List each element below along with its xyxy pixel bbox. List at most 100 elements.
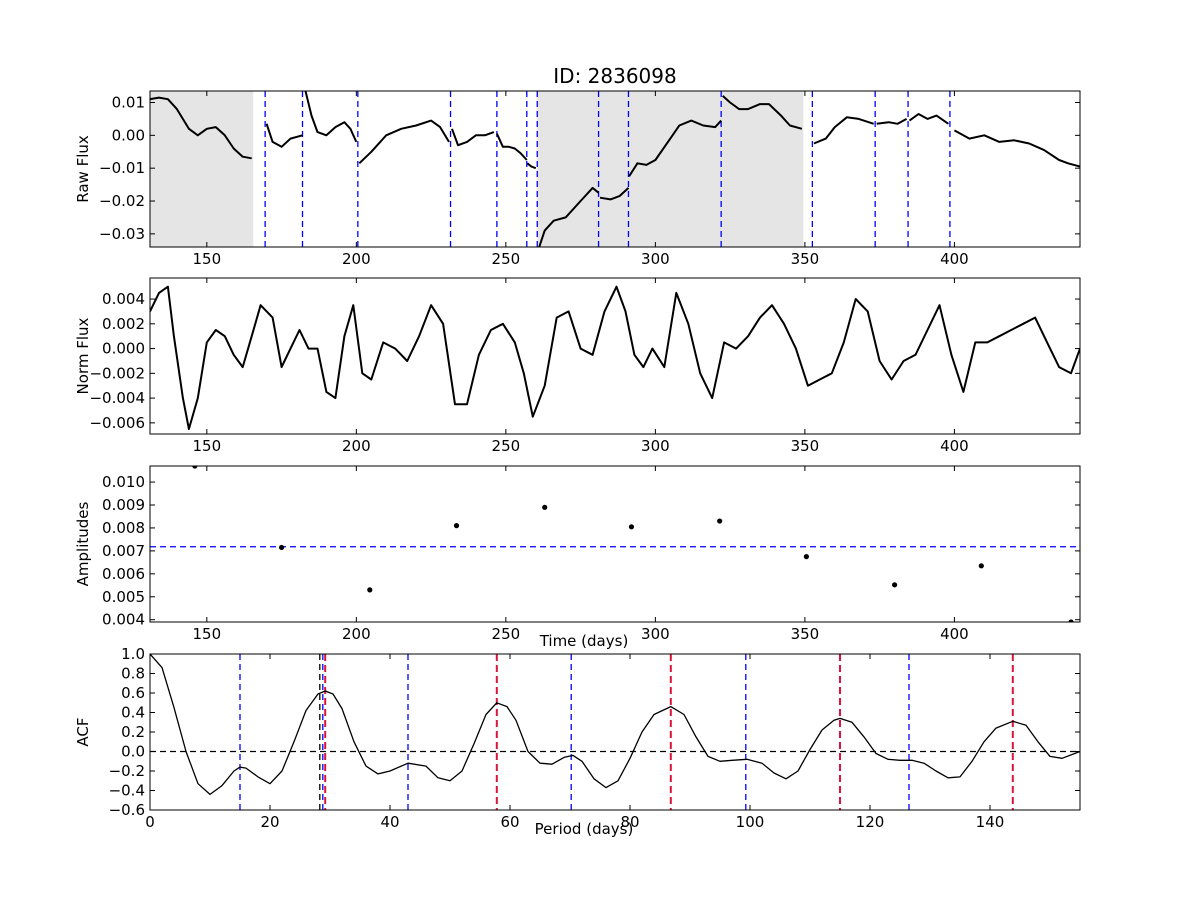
acf-x-tick-label: 120: [856, 813, 885, 831]
norm-flux-y-tick-label: −0.006: [89, 414, 145, 432]
amplitudes-data-point: [278, 544, 285, 551]
norm-flux-x-tick-label: 200: [342, 437, 371, 455]
raw-flux-series-line: [908, 113, 949, 125]
norm-flux-axes-frame: [149, 277, 1081, 435]
raw-flux-y-tick-label: −0.01: [99, 159, 145, 177]
raw-flux-axes-frame: [149, 90, 1081, 248]
amplitudes-y-axis-label: Amplitudes: [74, 501, 92, 586]
raw-flux-series-line: [451, 128, 495, 147]
acf-x-tick-label: 140: [976, 813, 1005, 831]
acf-x-tick-label: 100: [736, 813, 765, 831]
raw-flux-x-tick-label: 150: [192, 250, 221, 268]
norm-flux-plot-area: [150, 285, 1080, 430]
amplitudes-data-point: [891, 582, 898, 588]
raw-flux-x-tick-label: 350: [791, 250, 820, 268]
norm-flux-y-tick-label: 0.002: [102, 315, 145, 333]
acf-panel: 0 20 40 60 80 100 120 140 1.0 0.80.6 0.40.2 0.0−0.2…: [74, 645, 1081, 838]
acf-x-tick-label: 0: [145, 813, 155, 831]
raw-flux-series-line: [538, 186, 600, 247]
acf-y-tick-label: 1.0: [121, 645, 145, 663]
norm-flux-series-line: [150, 285, 1080, 430]
acf-axes-frame: [149, 653, 1081, 811]
raw-flux-x-tick-label: 250: [492, 250, 521, 268]
acf-y-axis-label: ACF: [74, 717, 92, 746]
raw-flux-shaded-region: [537, 91, 804, 247]
raw-flux-x-tick-label: 200: [342, 250, 371, 268]
acf-y-tick-label: −0.4: [109, 782, 145, 800]
amplitudes-data-point: [978, 563, 984, 569]
acf-y-tick-label: −0.6: [109, 801, 145, 819]
norm-flux-panel: 150 200 250 300 350 400 0.004 0.002 0.000 −0.002 −…: [74, 277, 1081, 455]
amplitudes-y-tick-label: 0.008: [102, 519, 145, 537]
raw-flux-panel: 150 200 250 300 350 400 0.01 0.00 −0.01 −0.02 −0.0…: [74, 90, 1081, 268]
norm-flux-y-tick-label: −0.004: [89, 389, 145, 407]
raw-flux-series-line: [495, 133, 528, 161]
norm-flux-y-axis-label: Norm Flux: [74, 317, 92, 394]
norm-flux-x-tick-label: 300: [641, 437, 670, 455]
amplitudes-x-tick-label: 200: [342, 625, 371, 643]
norm-flux-y-tick-label: −0.002: [89, 364, 145, 382]
amplitudes-x-tick-label: 150: [192, 625, 221, 643]
raw-flux-y-tick-label: 0.00: [112, 126, 145, 144]
amplitudes-y-tick-label: 0.005: [102, 588, 145, 606]
raw-flux-x-tick-label: 300: [641, 250, 670, 268]
amplitudes-y-tick-label: 0.004: [102, 611, 145, 629]
acf-x-tick-label: 60: [500, 813, 519, 831]
raw-flux-plot-area: [150, 91, 1080, 247]
raw-flux-series-line: [358, 119, 450, 165]
raw-flux-series-line: [722, 95, 803, 130]
amplitudes-data-point: [192, 466, 198, 469]
acf-x-tick-label: 80: [620, 813, 639, 831]
raw-flux-series-line: [304, 91, 358, 143]
amplitudes-data-point: [1068, 619, 1074, 622]
raw-flux-series-line: [876, 118, 908, 125]
amplitudes-data-point: [803, 554, 809, 560]
raw-flux-series-line: [599, 187, 630, 201]
raw-flux-series-line: [265, 123, 303, 148]
raw-flux-y-tick-label: 0.01: [112, 93, 145, 111]
raw-flux-shaded-region: [150, 91, 254, 247]
raw-flux-x-tick-label: 400: [940, 250, 969, 268]
acf-y-tick-label: −0.2: [109, 762, 145, 780]
acf-y-tick-label: 0.2: [121, 723, 145, 741]
amplitudes-y-tick-label: 0.007: [102, 542, 145, 560]
amplitudes-data-point: [367, 587, 373, 593]
norm-flux-y-tick-label: 0.004: [102, 290, 145, 308]
acf-y-tick-label: 0.4: [121, 704, 145, 722]
amplitudes-y-tick-label: 0.009: [102, 496, 145, 514]
amplitudes-panel: 150 200 250 300 350 400 0.010 0.009 0.008 0.007 0.…: [74, 465, 1081, 650]
amplitudes-y-tick-label: 0.010: [102, 473, 145, 491]
amplitudes-x-axis-label: Time (days): [539, 632, 629, 650]
amplitudes-x-tick-label: 250: [492, 625, 521, 643]
amplitudes-axes-frame: [149, 465, 1081, 623]
amplitudes-plot-area: [150, 466, 1080, 622]
acf-x-tick-label: 20: [260, 813, 279, 831]
norm-flux-x-tick-label: 250: [492, 437, 521, 455]
raw-flux-series-line: [953, 129, 1080, 168]
amplitudes-x-tick-label: 300: [641, 625, 670, 643]
chart-title: ID: 2836098: [553, 64, 676, 88]
acf-y-tick-label: 0.6: [121, 684, 145, 702]
norm-flux-x-tick-label: 350: [791, 437, 820, 455]
norm-flux-x-tick-label: 150: [192, 437, 221, 455]
acf-y-tick-label: 0.0: [121, 743, 145, 761]
raw-flux-series-line: [526, 162, 537, 170]
amplitudes-data-point: [717, 518, 723, 524]
raw-flux-y-axis-label: Raw Flux: [74, 135, 92, 203]
raw-flux-series-line: [813, 116, 875, 145]
amplitudes-data-point: [628, 524, 635, 530]
raw-flux-series-line: [150, 96, 252, 160]
acf-x-tick-label: 40: [380, 813, 399, 831]
norm-flux-y-tick-label: 0.000: [102, 340, 145, 358]
acf-series-line: [150, 654, 1080, 796]
acf-plot-area: [150, 654, 1080, 810]
raw-flux-y-tick-label: −0.03: [99, 225, 145, 243]
acf-y-tick-label: 0.8: [121, 665, 145, 683]
raw-flux-series-line: [628, 119, 722, 177]
amplitudes-data-point: [453, 523, 460, 529]
amplitudes-y-tick-label: 0.006: [102, 565, 145, 583]
amplitudes-x-tick-label: 350: [791, 625, 820, 643]
norm-flux-x-tick-label: 400: [940, 437, 969, 455]
acf-x-axis-label: Period (days): [535, 820, 634, 838]
